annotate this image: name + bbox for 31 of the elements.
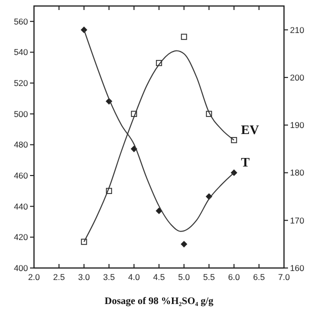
y-tick-label: 420: [14, 232, 28, 242]
x-tick-label: 6.0: [228, 272, 240, 282]
y2-tick-label: 190: [290, 120, 304, 130]
y-tick-label: 480: [14, 140, 28, 150]
y-tick-label: 460: [14, 170, 28, 181]
y-tick-label: 540: [14, 47, 28, 58]
y2-tick-label: 180: [290, 168, 304, 178]
y2-tick-label: 200: [290, 72, 304, 82]
y-tick-label: 440: [14, 201, 28, 212]
y-tick-label: 400: [14, 263, 28, 273]
y-tick-label: 520: [14, 78, 28, 88]
x-tick-label: 3.0: [78, 272, 90, 282]
x-tick-label: 5.5: [203, 272, 216, 282]
y2-tick-label: 160: [290, 263, 304, 273]
x-tick-label: 7.0: [278, 272, 290, 282]
y2-tick-label: 210: [290, 24, 304, 35]
x-tick-label: 4.0: [128, 272, 140, 282]
y-tick-label: 500: [14, 108, 28, 119]
point: [180, 34, 188, 40]
series-label: T: [241, 154, 250, 170]
point: [180, 240, 188, 248]
y-tick-label: 560: [14, 16, 28, 26]
x-tick-label: 3.5: [103, 272, 116, 282]
x-tick-label: 2.0: [28, 272, 40, 282]
x-tick-label: 4.5: [153, 272, 166, 282]
x-tick-label: 2.5: [53, 272, 66, 282]
x-tick-label: 6.5: [253, 272, 266, 282]
y2-tick-label: 170: [290, 215, 304, 226]
series-label: EV: [241, 122, 260, 138]
x-tick-label: 5.0: [178, 272, 190, 282]
x-axis-title: Dosage of 98 %H₂SO₄ g/g: [104, 296, 214, 307]
